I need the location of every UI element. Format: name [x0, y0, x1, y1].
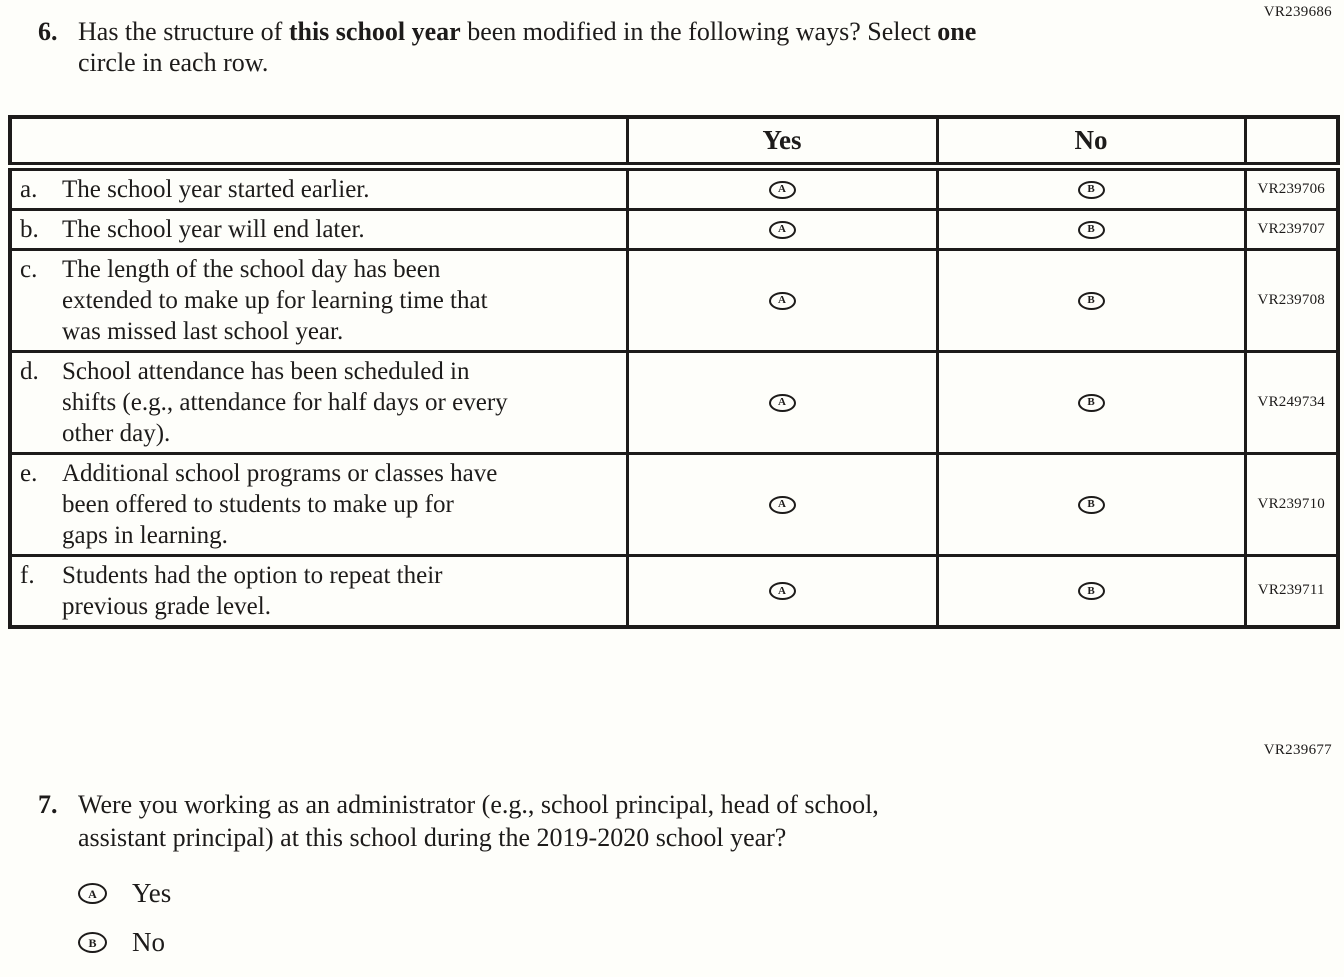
option-yes: A Yes [78, 878, 171, 909]
row-letter: b. [20, 215, 39, 243]
question6-bold-this-school-year: this school year [288, 17, 461, 46]
table-header-row: Yes No [8, 115, 1340, 171]
table-header-code-blank [1243, 115, 1340, 171]
answer-bubble-yes-d[interactable]: A [768, 393, 796, 412]
row-letter: e. [20, 459, 38, 487]
statement-cell: d. School attendance has been scheduled … [8, 349, 629, 455]
row-letter: f. [20, 561, 35, 589]
row-statement: The school year started earlier. [62, 175, 370, 203]
no-cell: B [935, 207, 1247, 251]
row-letter: d. [20, 357, 39, 385]
table-row-f: f. Students had the option to repeat the… [8, 553, 1340, 628]
row-ref-code: VR239706 [1243, 164, 1340, 211]
statement-cell: f. Students had the option to repeat the… [8, 553, 629, 628]
question6: 6. Has the structure of this school year… [38, 16, 1228, 78]
question7-number: 7. [38, 790, 58, 819]
question6-number: 6. [38, 17, 58, 46]
table-header-statement-blank [8, 115, 629, 171]
question6-ref-code: VR239686 [1263, 4, 1332, 20]
question6-text-segment: been modified in the following ways? Sel… [460, 17, 938, 46]
question6-text-segment: Has the structure of [78, 17, 289, 46]
yes-cell: A [625, 553, 939, 628]
answer-bubble-yes-e[interactable]: A [768, 495, 796, 514]
question7: 7. Were you working as an administrator … [38, 788, 1228, 854]
option-bubble-a[interactable]: A [78, 883, 107, 904]
no-cell: B [935, 349, 1247, 455]
statement-cell: b. The school year will end later. [8, 207, 629, 251]
yes-cell: A [625, 207, 939, 251]
statement-cell: e. Additional school programs or classes… [8, 451, 629, 557]
row-statement: Additional school programs or classes ha… [62, 459, 498, 549]
question7-ref-code: VR239677 [1263, 742, 1332, 758]
row-letter: a. [20, 175, 38, 203]
table-header-yes: Yes [625, 115, 939, 171]
answer-bubble-yes-b[interactable]: A [768, 220, 796, 239]
row-ref-code: VR239707 [1243, 207, 1340, 251]
row-ref-code: VR239710 [1243, 451, 1340, 557]
answer-bubble-yes-f[interactable]: A [768, 582, 796, 601]
row-statement: School attendance has been scheduled in … [62, 357, 508, 447]
answer-bubble-no-c[interactable]: B [1077, 291, 1105, 310]
statement-cell: a. The school year started earlier. [8, 164, 629, 211]
row-statement: The length of the school day has been ex… [62, 255, 488, 345]
row-ref-code: VR249734 [1243, 349, 1340, 455]
answer-bubble-no-d[interactable]: B [1077, 393, 1105, 412]
answer-bubble-yes-a[interactable]: A [768, 180, 796, 199]
row-ref-code: VR239708 [1243, 247, 1340, 353]
yes-cell: A [625, 451, 939, 557]
option-label-yes: Yes [132, 878, 172, 908]
answer-bubble-no-e[interactable]: B [1077, 495, 1105, 514]
question6-response-table: Yes No a. The school year started earlie… [8, 115, 1340, 629]
yes-cell: A [625, 349, 939, 455]
answer-bubble-no-a[interactable]: B [1077, 180, 1105, 199]
row-ref-code: VR239711 [1243, 553, 1340, 628]
row-statement: Students had the option to repeat their … [62, 561, 443, 620]
question6-text: Has the structure of this school year be… [78, 16, 1228, 78]
table-row-e: e. Additional school programs or classes… [8, 451, 1340, 557]
answer-bubble-no-b[interactable]: B [1077, 220, 1105, 239]
table-header-no: No [935, 115, 1247, 171]
statement-cell: c. The length of the school day has been… [8, 247, 629, 353]
table-row-b: b. The school year will end later. A B V… [8, 207, 1340, 251]
row-statement: The school year will end later. [62, 215, 365, 243]
answer-bubble-yes-c[interactable]: A [768, 291, 796, 310]
question6-text-line2: circle in each row. [78, 48, 269, 77]
answer-bubble-no-f[interactable]: B [1077, 582, 1105, 601]
option-label-no: No [132, 927, 165, 957]
question6-bold-one: one [937, 17, 977, 46]
option-no: B No [78, 927, 165, 958]
row-letter: c. [20, 255, 38, 283]
yes-cell: A [625, 164, 939, 211]
no-cell: B [935, 553, 1247, 628]
table-row-a: a. The school year started earlier. A B … [8, 164, 1340, 211]
table-row-d: d. School attendance has been scheduled … [8, 349, 1340, 455]
no-cell: B [935, 247, 1247, 353]
yes-cell: A [625, 247, 939, 353]
no-cell: B [935, 164, 1247, 211]
no-cell: B [935, 451, 1247, 557]
question7-text: Were you working as an administrator (e.… [78, 790, 879, 852]
option-bubble-b[interactable]: B [78, 932, 107, 953]
table-row-c: c. The length of the school day has been… [8, 247, 1340, 353]
